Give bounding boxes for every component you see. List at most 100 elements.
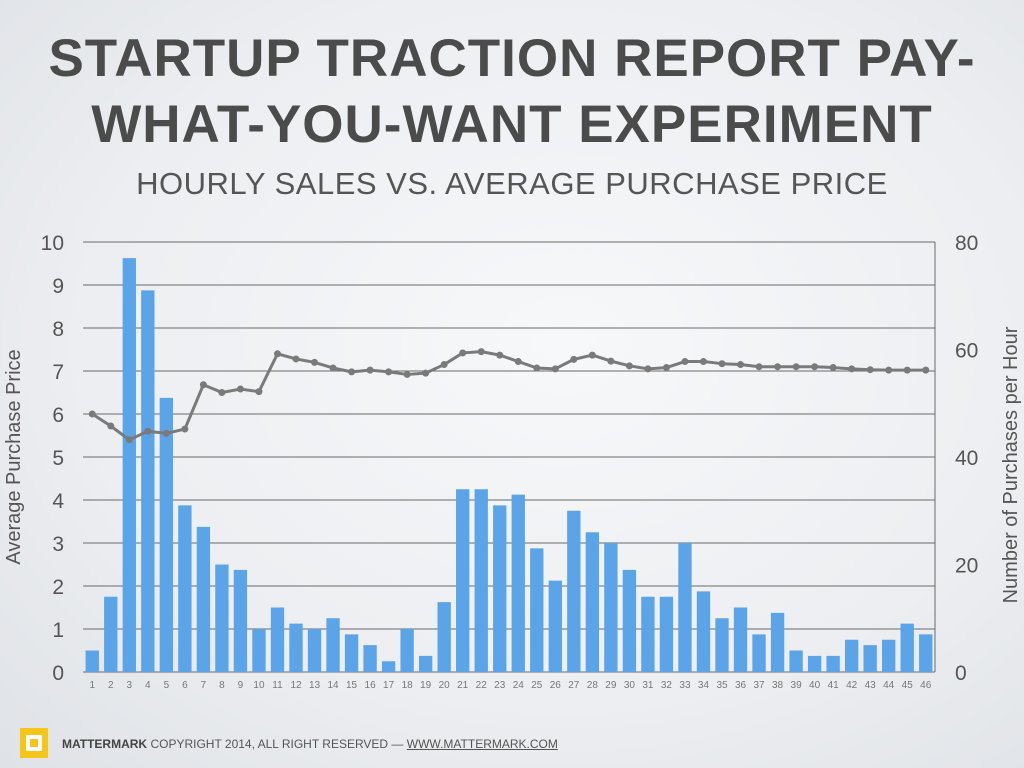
line-point bbox=[329, 364, 337, 372]
y-tick-label: 7 bbox=[52, 361, 64, 384]
bar bbox=[363, 645, 377, 672]
line-point bbox=[551, 365, 559, 373]
x-tick-label: 10 bbox=[253, 680, 265, 691]
line-point bbox=[199, 381, 207, 389]
bar bbox=[826, 655, 840, 672]
subtitle: HOURLY SALES VS. AVERAGE PURCHASE PRICE bbox=[136, 166, 888, 201]
x-tick-label: 27 bbox=[568, 680, 580, 691]
x-tick-label: 24 bbox=[513, 680, 525, 691]
line-point bbox=[236, 385, 244, 393]
bar bbox=[696, 591, 711, 672]
line-point bbox=[255, 388, 263, 396]
bar bbox=[270, 607, 285, 672]
bar bbox=[770, 612, 785, 672]
x-tick-label: 12 bbox=[290, 680, 302, 691]
bar bbox=[530, 548, 544, 672]
bar bbox=[882, 639, 896, 672]
line-point bbox=[348, 368, 356, 376]
line-point bbox=[292, 355, 300, 363]
mattermark-logo bbox=[20, 728, 48, 758]
y-tick-label: 8 bbox=[52, 318, 64, 341]
x-tick-label: 5 bbox=[164, 680, 170, 691]
x-tick-label: 39 bbox=[791, 680, 803, 691]
x-tick-label: 30 bbox=[624, 680, 636, 691]
line-point bbox=[88, 410, 96, 418]
bar bbox=[381, 661, 396, 672]
line-point bbox=[681, 358, 689, 366]
bar bbox=[863, 645, 877, 672]
bar bbox=[641, 596, 655, 672]
bar bbox=[715, 618, 729, 672]
line-point bbox=[273, 350, 281, 358]
bar bbox=[104, 596, 118, 672]
line-point bbox=[662, 364, 670, 372]
line-point bbox=[459, 349, 467, 357]
x-tick-label: 35 bbox=[716, 680, 728, 691]
bar bbox=[418, 655, 433, 672]
line-point bbox=[162, 429, 170, 437]
bar bbox=[678, 543, 692, 672]
footer: MATTERMARK COPYRIGHT 2014, ALL RIGHT RES… bbox=[62, 737, 558, 751]
y-tick-label: 10 bbox=[41, 232, 64, 255]
y-tick-label: 2 bbox=[52, 576, 64, 599]
x-tick-label: 33 bbox=[679, 680, 691, 691]
line-point bbox=[125, 436, 133, 444]
line-point bbox=[774, 363, 782, 371]
line-point bbox=[422, 369, 430, 377]
bar bbox=[122, 258, 136, 672]
x-tick-label: 34 bbox=[698, 680, 710, 691]
x-tick-label: 31 bbox=[642, 680, 654, 691]
x-tick-label: 15 bbox=[346, 680, 358, 691]
bar bbox=[252, 629, 266, 672]
line-point bbox=[107, 422, 115, 430]
line-point bbox=[533, 364, 541, 372]
y-tick-label: 6 bbox=[52, 404, 64, 427]
x-tick-label: 43 bbox=[865, 680, 877, 691]
bar bbox=[437, 602, 451, 672]
line-point bbox=[829, 364, 837, 372]
line-point bbox=[607, 357, 615, 365]
bar bbox=[85, 650, 99, 672]
y-tick-label: 1 bbox=[52, 619, 64, 642]
bar bbox=[733, 607, 748, 672]
bar bbox=[178, 505, 192, 672]
x-tick-label: 7 bbox=[201, 680, 207, 691]
x-tick-label: 29 bbox=[605, 680, 617, 691]
bar bbox=[326, 618, 340, 672]
x-tick-label: 8 bbox=[219, 680, 225, 691]
bar bbox=[622, 569, 637, 672]
bar bbox=[585, 532, 600, 672]
y-tick-label: 0 bbox=[52, 662, 64, 685]
line-point bbox=[440, 361, 448, 369]
x-tick-label: 37 bbox=[753, 680, 765, 691]
footer-brand: MATTERMARK bbox=[62, 737, 148, 751]
x-tick-label: 44 bbox=[883, 680, 895, 691]
x-tick-label: 6 bbox=[182, 680, 188, 691]
x-tick-label: 42 bbox=[846, 680, 858, 691]
y2-tick-label: 60 bbox=[955, 340, 978, 363]
y2-tick-label: 20 bbox=[955, 555, 978, 578]
bar bbox=[344, 634, 359, 672]
line-point bbox=[218, 389, 226, 396]
footer-url-link[interactable]: WWW.MATTERMARK.COM bbox=[406, 737, 558, 751]
x-tick-label: 26 bbox=[550, 680, 562, 691]
bar bbox=[159, 397, 174, 672]
line-point bbox=[922, 366, 930, 374]
y-tick-label: 9 bbox=[52, 275, 64, 298]
y2-tick-label: 0 bbox=[955, 662, 967, 685]
line-point bbox=[311, 358, 319, 366]
y-tick-label: 5 bbox=[52, 447, 64, 470]
bar bbox=[919, 634, 933, 672]
x-tick-label: 23 bbox=[494, 680, 506, 691]
bar bbox=[289, 623, 303, 672]
line-point bbox=[848, 365, 856, 373]
bar bbox=[789, 650, 803, 672]
bar bbox=[493, 505, 507, 672]
footer-copyright: COPYRIGHT 2014, ALL RIGHT RESERVED — bbox=[150, 737, 404, 751]
bar-series bbox=[85, 258, 933, 672]
line-point bbox=[477, 348, 485, 356]
bar bbox=[844, 639, 859, 672]
line-point bbox=[366, 366, 374, 374]
bar bbox=[307, 629, 322, 672]
